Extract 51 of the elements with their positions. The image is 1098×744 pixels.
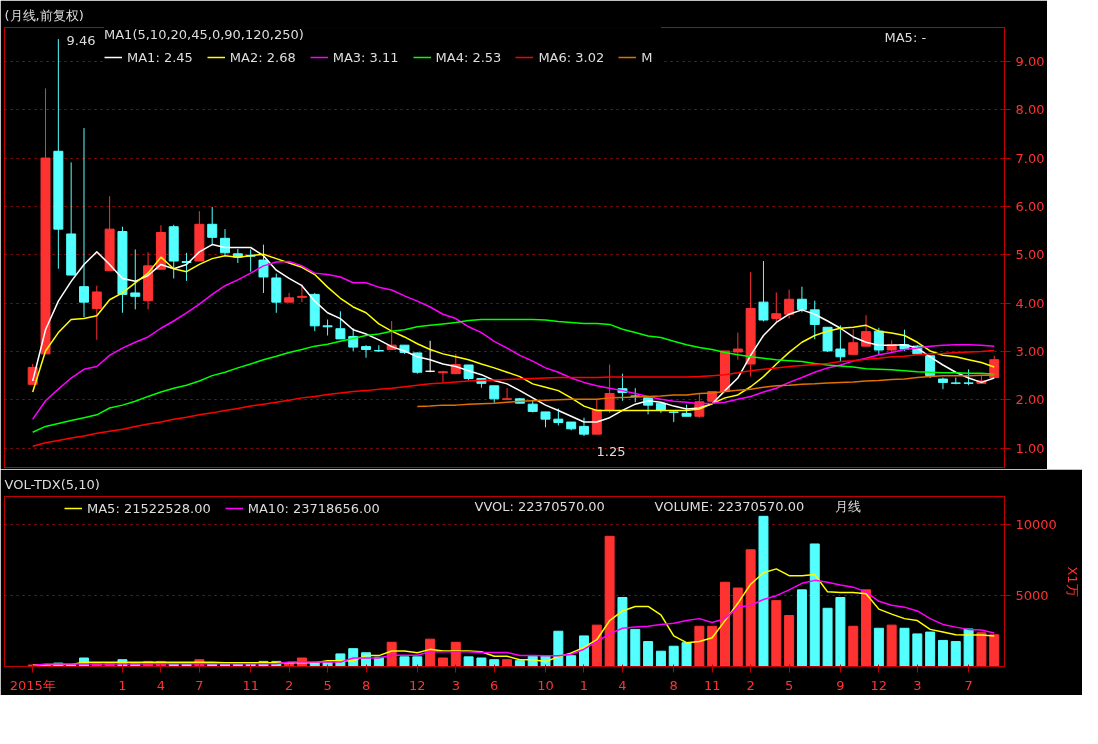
x-tick-label: 8 — [669, 677, 678, 693]
legend-label: MA1: 2.45 — [127, 49, 193, 65]
x-tick-label: 2 — [284, 677, 294, 693]
x-tick-label: 5 — [323, 677, 332, 693]
x-tick-label: 2 — [746, 677, 755, 693]
x-tick-label: 6 — [490, 677, 499, 693]
y-tick-label: 4.00 — [1015, 295, 1045, 311]
legend-label: MA6: 3.02 — [538, 49, 605, 65]
y-tick-label: 8.00 — [1015, 102, 1045, 118]
x-tick-label: 9 — [836, 677, 845, 693]
x-tick-label: 5 — [784, 677, 794, 693]
legend-label: MA10: 23718656.00 — [247, 500, 380, 516]
x-tick-label: 2015年 — [9, 677, 56, 693]
x-tick-label: 7 — [195, 677, 204, 693]
legend-title: MA1(5,10,20,45,0,90,120,250) — [104, 27, 305, 42]
x-tick-label: 4 — [156, 677, 166, 693]
y-tick-label: 5000 — [1015, 588, 1049, 604]
y-tick-label: 9.00 — [1015, 53, 1045, 69]
x-tick-label: 11 — [703, 677, 721, 693]
chart-title: (月线,前复权) — [4, 7, 84, 23]
x-tick-label: 4 — [618, 677, 627, 693]
annotation: VOLUME: 22370570.00 — [654, 498, 805, 514]
x-tick-label: 7 — [964, 677, 973, 693]
y-tick-label: 3.00 — [1015, 343, 1045, 359]
legend-label: MA3: 3.11 — [332, 49, 399, 65]
y-tick-label: 7.00 — [1015, 150, 1045, 166]
x-tick-label: 12 — [409, 677, 426, 693]
legend-label: MA4: 2.53 — [435, 49, 502, 65]
y-tick-label: 1.00 — [1015, 440, 1045, 456]
y-tick-label: 2.00 — [1015, 392, 1045, 408]
x-tick-label: 12 — [870, 677, 888, 693]
x-tick-label: 11 — [242, 677, 259, 693]
x-tick-label: 3 — [913, 677, 922, 693]
annotation: 9.46 — [66, 32, 96, 48]
annotation: VVOL: 22370570.00 — [474, 498, 605, 514]
legend-label: MA2: 2.68 — [229, 49, 296, 65]
x-tick-label: 1 — [579, 677, 589, 693]
x-tick-label: 10 — [537, 677, 554, 693]
x-tick-label: 1 — [118, 677, 127, 693]
x-tick-label: 8 — [361, 677, 371, 693]
y-tick-label: 5.00 — [1015, 247, 1045, 263]
y-tick-label: 10000 — [1015, 517, 1057, 533]
x-tick-label: 3 — [451, 677, 460, 693]
annotation: 1.25 — [596, 443, 626, 459]
legend-label: M — [641, 49, 654, 65]
y-tick-label: 6.00 — [1015, 198, 1045, 214]
annotation: 月线 — [834, 498, 861, 514]
chart-title: VOL-TDX(5,10) — [4, 476, 100, 492]
legend-label: MA5: 21522528.00 — [87, 500, 211, 516]
annotation: MA5: - — [884, 29, 927, 45]
y-axis-title: X1万 — [1064, 566, 1080, 597]
